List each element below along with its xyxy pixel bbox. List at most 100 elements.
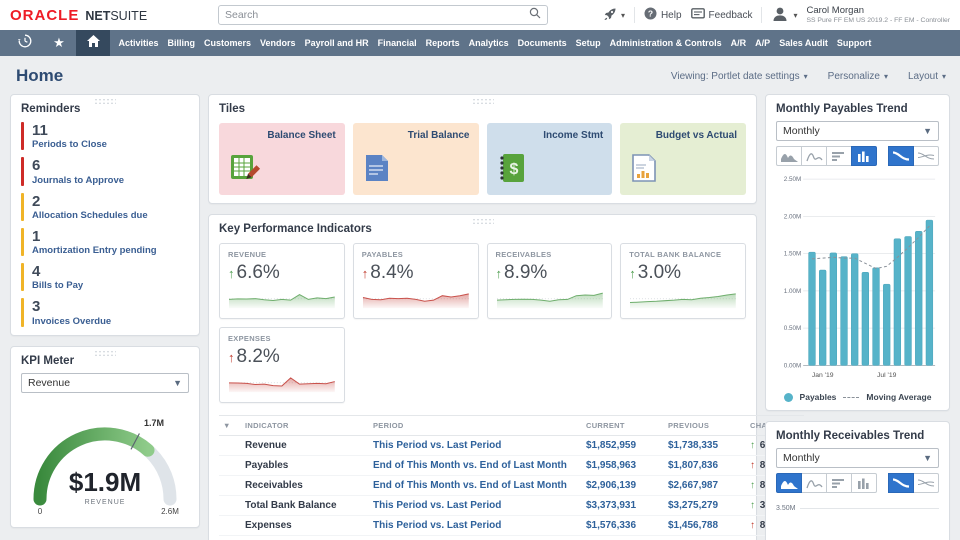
help-button[interactable]: ? Help (644, 7, 682, 23)
nav-item-payroll-and-hr[interactable]: Payroll and HR (304, 38, 369, 48)
chart-type-line-button[interactable] (801, 146, 827, 166)
search-icon[interactable] (529, 6, 541, 24)
reminder-invoices-overdue[interactable]: 3 Invoices Overdue (21, 298, 189, 327)
drag-handle[interactable] (94, 98, 116, 105)
nav-item-documents[interactable]: Documents (517, 38, 567, 48)
table-expand-caret-icon[interactable]: ▼ (219, 415, 241, 436)
trend-double-toggle-button[interactable] (913, 473, 939, 493)
chart-type-line-button[interactable] (801, 473, 827, 493)
indicator-cell[interactable]: Payables (241, 455, 369, 476)
viewing-portlet-date-settings-menu[interactable]: Viewing: Portlet date settings ▾ (671, 71, 808, 82)
receivables-interval-value: Monthly (783, 452, 820, 464)
feedback-label: Feedback (708, 9, 753, 21)
trend-solid-toggle-button[interactable] (888, 146, 914, 166)
personalize-menu[interactable]: Personalize ▾ (828, 71, 888, 82)
trend-solid-toggle-button[interactable] (888, 473, 914, 493)
layout-menu[interactable]: Layout ▾ (908, 71, 946, 82)
nav-item-customers[interactable]: Customers (204, 38, 252, 48)
netsuite-logo-text-light: SUITE (110, 8, 148, 23)
user-menu-button[interactable]: ▾ (771, 6, 797, 25)
nav-item-vendors[interactable]: Vendors (260, 38, 296, 48)
drag-handle[interactable] (471, 218, 494, 225)
tile-trial-balance[interactable]: Trial Balance (352, 123, 479, 195)
reminder-bills-to-pay[interactable]: 4 Bills to Pay (21, 263, 189, 292)
drag-handle[interactable] (471, 98, 494, 105)
rocket-menu-button[interactable]: ▾ (603, 7, 625, 24)
nav-item-billing[interactable]: Billing (167, 38, 196, 48)
current-cell[interactable]: $3,373,931 (582, 495, 664, 516)
previous-cell[interactable]: $3,275,279 (664, 495, 746, 516)
kpi-card-label: REVENUE (228, 250, 267, 259)
period-cell: This Period vs. Last Period (369, 435, 582, 456)
trend-up-arrow-icon: ↑ (228, 350, 235, 365)
drag-handle[interactable] (94, 349, 116, 357)
reminder-allocation-schedules-due[interactable]: 2 Allocation Schedules due (21, 192, 189, 221)
nav-item-setup[interactable]: Setup (575, 38, 601, 48)
tile-budget-vs-actual[interactable]: Budget vs Actual (620, 123, 746, 195)
nav-item-support[interactable]: Support (836, 38, 872, 48)
reminder-journals-to-approve[interactable]: 6 Journals to Approve (21, 157, 189, 186)
kpi-table: ▼INDICATORPERIODCURRENTPREVIOUSCHANGE Re… (219, 415, 804, 536)
nav-item-a-p[interactable]: A/P (755, 38, 771, 48)
kpi-card-total-bank-balance[interactable]: TOTAL BANK BALANCE ↑ 3.0% (620, 243, 746, 319)
indicator-cell[interactable]: Revenue (241, 435, 369, 456)
tile-income-stmt[interactable]: Income Stmt $ (486, 123, 613, 195)
previous-cell[interactable]: $1,738,335 (664, 435, 746, 456)
netsuite-logo-text-bold: NET (85, 8, 111, 23)
feedback-button[interactable]: Feedback (690, 7, 753, 23)
recent-records-button[interactable] (8, 30, 42, 56)
top-header: ORACLE NET SUITE ▾ ? Help Feedback (0, 0, 960, 30)
nav-item-sales-audit[interactable]: Sales Audit (779, 38, 828, 48)
chart-type-hbar-button[interactable] (826, 146, 852, 166)
current-cell[interactable]: $2,906,139 (582, 475, 664, 496)
chart-type-area-button[interactable] (776, 146, 802, 166)
reminder-periods-to-close[interactable]: 11 Periods to Close (21, 122, 189, 151)
kpi-card-payables[interactable]: PAYABLES ↑ 8.4% (352, 243, 479, 319)
previous-cell[interactable]: $1,807,836 (664, 455, 746, 476)
indicator-cell[interactable]: Total Bank Balance (241, 495, 369, 516)
kpi-card-receivables[interactable]: RECEIVABLES ↑ 8.9% (486, 243, 613, 319)
tile-label: Balance Sheet (267, 130, 336, 141)
row-spacer-cell (219, 495, 241, 516)
chart-type-column-button[interactable] (851, 146, 877, 166)
kpi-meter-select[interactable]: Revenue ▼ (21, 372, 189, 393)
kpi-gauge: 1.7M $1.9M REVENUE 0 2.6M (33, 418, 179, 516)
indicator-cell[interactable]: Receivables (241, 475, 369, 496)
kpi-card-expenses[interactable]: EXPENSES ↑ 8.2% (219, 327, 345, 403)
column-header-period: PERIOD (369, 415, 582, 436)
reminder-severity-bar (21, 263, 24, 292)
home-button[interactable] (76, 30, 110, 56)
chart-type-column-button[interactable] (851, 473, 877, 493)
shortcuts-button[interactable]: ★ (42, 30, 76, 56)
receivables-interval-select[interactable]: Monthly ▼ (776, 448, 939, 468)
previous-cell[interactable]: $1,456,788 (664, 515, 746, 536)
netsuite-logo: ORACLE NET SUITE (10, 7, 210, 24)
tile-balance-sheet[interactable]: Balance Sheet (219, 123, 345, 195)
current-cell[interactable]: $1,576,336 (582, 515, 664, 536)
header-divider (633, 7, 635, 23)
kpi-card-value: 3.0% (637, 262, 682, 283)
nav-item-analytics[interactable]: Analytics (468, 38, 509, 48)
search-input[interactable] (225, 9, 529, 21)
current-cell[interactable]: $1,852,959 (582, 435, 664, 456)
payables-interval-select[interactable]: Monthly ▼ (776, 121, 939, 141)
reminder-amortization-entry-pending[interactable]: 1 Amortization Entry pending (21, 227, 189, 256)
chart-type-area-button[interactable] (776, 473, 802, 493)
current-cell[interactable]: $1,958,963 (582, 455, 664, 476)
nav-item-financial[interactable]: Financial (377, 38, 417, 48)
tiles-portlet: Tiles Balance Sheet Trial Balance Income S… (208, 94, 757, 204)
viewing-label: Viewing: Portlet date settings (670, 70, 800, 82)
trend-double-toggle-button[interactable] (913, 146, 939, 166)
kpi-meter-title: KPI Meter (21, 354, 75, 367)
period-cell: This Period vs. Last Period (369, 515, 582, 536)
chart-type-hbar-button[interactable] (826, 473, 852, 493)
kpi-value-row: ↑ 6.6% (228, 262, 336, 284)
trend-up-arrow-icon: ↑ (228, 266, 235, 281)
nav-item-reports[interactable]: Reports (425, 38, 460, 48)
indicator-cell[interactable]: Expenses (241, 515, 369, 536)
nav-item-activities[interactable]: Activities (118, 38, 159, 48)
previous-cell[interactable]: $2,667,987 (664, 475, 746, 496)
kpi-card-revenue[interactable]: REVENUE ↑ 6.6% (219, 243, 345, 319)
nav-item-a-r[interactable]: A/R (730, 38, 747, 48)
nav-item-administration-controls[interactable]: Administration & Controls (609, 38, 722, 48)
